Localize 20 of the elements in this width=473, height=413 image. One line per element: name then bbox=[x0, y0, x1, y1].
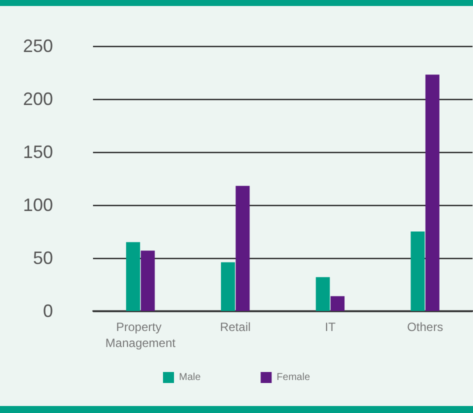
legend-label: Male bbox=[178, 372, 202, 383]
y-tick-label: 150 bbox=[22, 142, 53, 162]
bar bbox=[140, 250, 155, 311]
y-tick-label: 100 bbox=[22, 195, 53, 215]
bar bbox=[316, 277, 330, 311]
x-tick-label: Property Management bbox=[105, 320, 176, 350]
legend-label: Female bbox=[276, 372, 310, 383]
bar bbox=[425, 74, 440, 311]
bar bbox=[236, 186, 250, 311]
bar bbox=[410, 232, 425, 311]
bar bbox=[330, 296, 345, 311]
y-tick-label: 250 bbox=[22, 36, 53, 56]
bar bbox=[220, 262, 235, 311]
x-tick-label: Retail bbox=[220, 320, 251, 334]
y-tick-label: 200 bbox=[22, 89, 53, 109]
x-tick-label: IT bbox=[324, 320, 336, 334]
bar bbox=[126, 242, 140, 311]
y-tick-label: 0 bbox=[42, 301, 53, 321]
x-tick-label: Others bbox=[407, 320, 444, 334]
y-tick-label: 50 bbox=[32, 248, 53, 268]
